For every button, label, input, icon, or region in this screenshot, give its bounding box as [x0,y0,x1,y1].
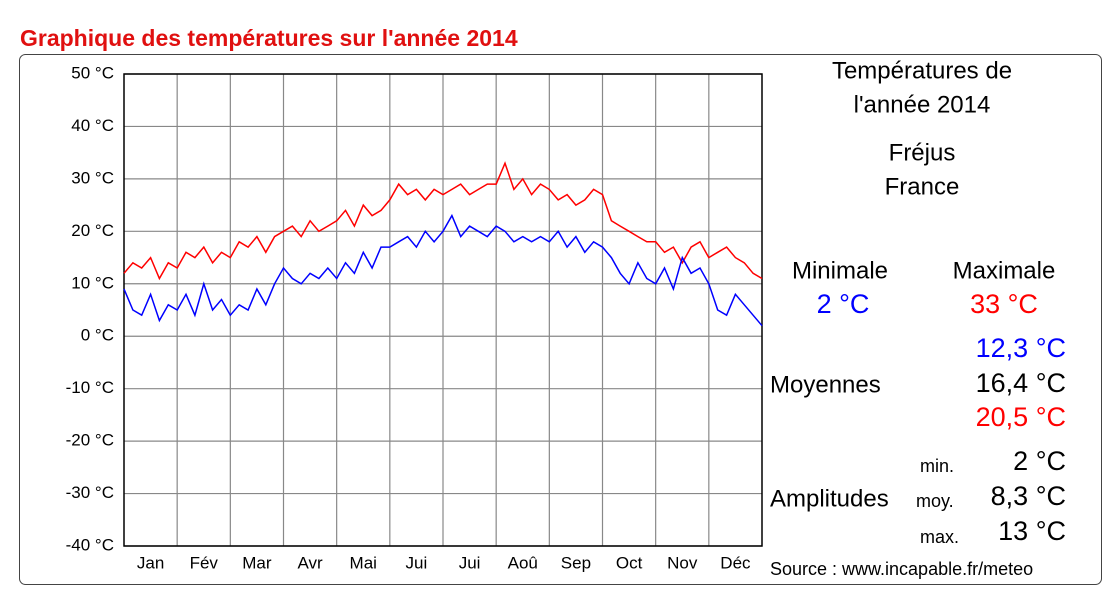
y-tick-label: -10 °C [66,378,114,397]
temperature-line [123,213,763,327]
y-tick-label: 40 °C [71,116,114,135]
x-tick-label: Avr [297,553,323,572]
y-tick-label: 0 °C [81,326,114,345]
y-tick-label: -40 °C [66,535,114,554]
heading: Graphique des températures sur l'année 2… [20,25,518,51]
y-tick-label: 30 °C [71,168,114,187]
frame [19,54,1102,585]
panel-title: l'année 2014 [854,91,991,118]
y-tick-label: -30 °C [66,483,114,502]
x-tick-label: Mar [242,553,272,572]
x-tick-label: Fév [190,553,219,572]
plot: -40 °C -30 °C -20 °C -10 °C 0 °C 10 °C 20 °C 30… [66,63,763,572]
max-value: 33 °C [970,289,1038,319]
x-tick-label: Jui [459,553,481,572]
x-tick-label: Jan [137,553,164,572]
panel-title: Températures de [832,57,1012,84]
city: Fréjus [889,139,956,166]
x-tick-label: Mai [350,553,377,572]
x-tick-label: Déc [720,553,751,572]
plot-border [123,73,763,547]
amp-mean-label: moy. [916,491,954,511]
amp-label: Amplitudes [770,485,889,512]
x-tick-label: Jui [406,553,428,572]
avg-mean: 16,4 °C [976,368,1066,398]
min-value: 2 °C [817,289,870,319]
amp-min-label: min. [920,456,954,476]
source: Source : www.incapable.fr/meteo [770,559,1033,579]
panel-values: 12,3 °C 16,4 °C 20,5 °C 2 °C 8,3 °C 13 °… [976,333,1066,546]
avg-max: 20,5 °C [976,402,1066,432]
avg-label: Moyennes [770,371,881,398]
max-label: Maximale [953,257,1056,284]
temperature-line [123,161,763,281]
x-tick-label: Sep [561,553,591,572]
y-tick-label: 10 °C [71,273,114,292]
x-tick-label: Nov [667,553,698,572]
country: France [885,173,960,200]
amp-max-label: max. [920,527,959,547]
amp-min: 2 °C [1013,446,1066,476]
y-tick-label: -20 °C [66,431,114,450]
avg-min: 12,3 °C [976,333,1066,363]
y-tick-label: 20 °C [71,221,114,240]
amp-mean: 8,3 °C [991,481,1066,511]
x-tick-label: Aoû [508,553,538,572]
min-label: Minimale [792,257,888,284]
amp-max: 13 °C [998,516,1066,546]
y-tick-label: 50 °C [71,63,114,82]
x-tick-label: Oct [616,553,643,572]
panel: Températures de l'année 2014 Fréjus Fran… [792,57,1055,319]
